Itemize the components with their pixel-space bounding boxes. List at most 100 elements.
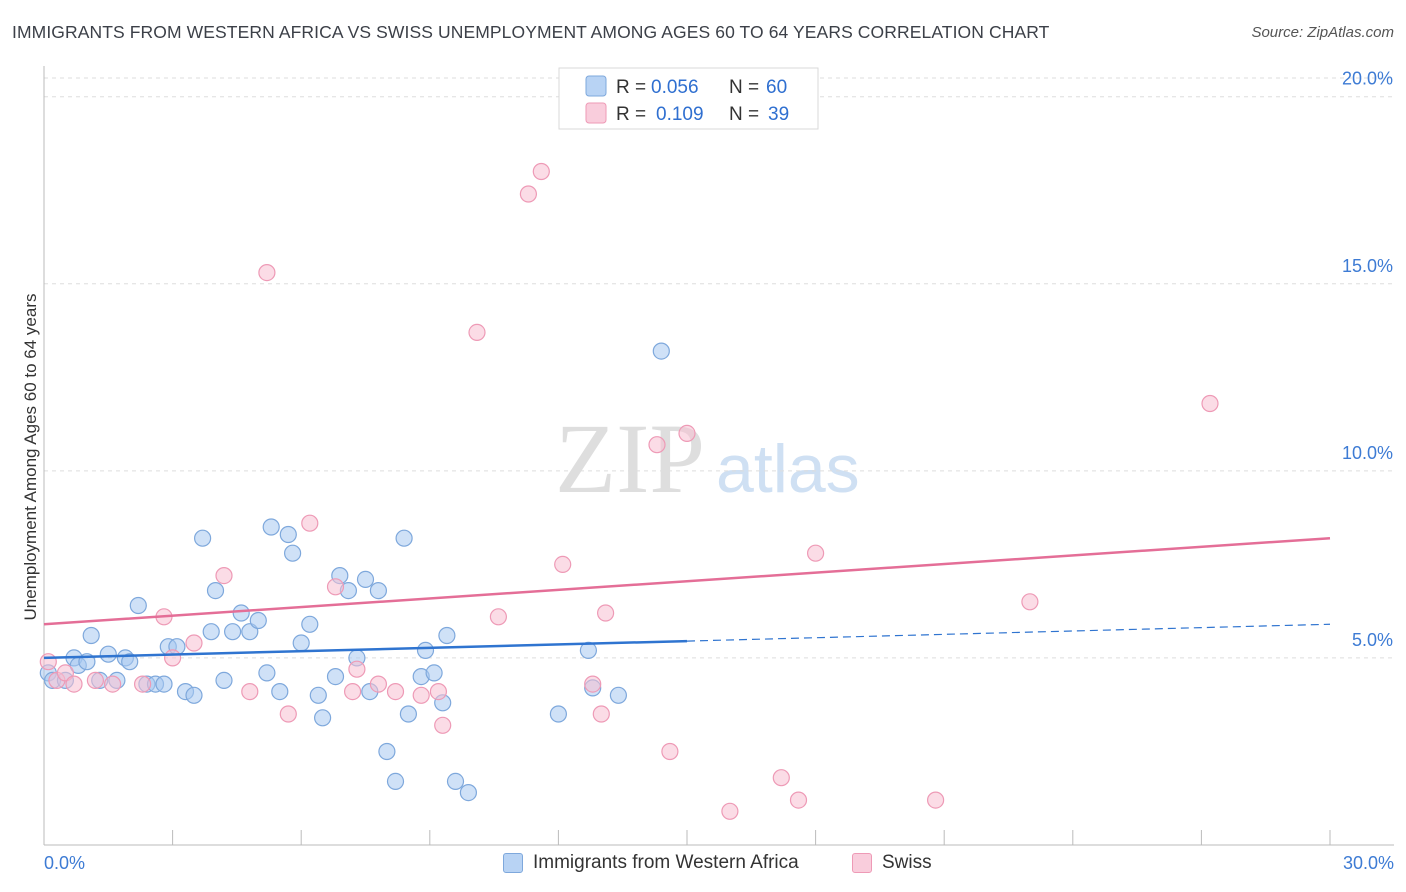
trend-line-western-africa [43, 639, 688, 660]
point-swiss [926, 791, 945, 809]
point-swiss [661, 742, 679, 761]
point-western-africa [326, 667, 345, 686]
point-swiss [86, 671, 105, 690]
point-swiss [584, 675, 602, 693]
legend-swatch-western-africa [503, 853, 523, 873]
point-swiss [258, 264, 276, 282]
point-swiss [348, 660, 366, 678]
point-western-africa [292, 634, 310, 652]
point-western-africa [356, 570, 375, 589]
legend-swatch-swiss [852, 853, 872, 873]
point-western-africa [314, 709, 332, 727]
point-western-africa [425, 664, 443, 682]
series-legend: Immigrants from Western Africa Swiss [0, 852, 1406, 878]
grid-lines [44, 77, 1394, 659]
point-swiss [648, 436, 666, 454]
data-points [39, 162, 1219, 820]
point-swiss [721, 802, 739, 820]
point-western-africa [121, 653, 139, 671]
point-western-africa [395, 529, 413, 547]
point-western-africa [279, 525, 297, 544]
point-western-africa [262, 518, 280, 536]
legend-n-label-2: N = [729, 104, 759, 125]
point-swiss [279, 705, 297, 723]
point-swiss [326, 578, 345, 596]
point-swiss [532, 162, 550, 181]
point-western-africa [185, 686, 203, 704]
legend-r-label-1: R = [616, 77, 646, 98]
legend-n-value-2: 39 [768, 104, 789, 125]
trend-lines [43, 536, 1331, 660]
point-swiss [592, 705, 610, 723]
point-western-africa [579, 641, 598, 660]
point-swiss [386, 682, 405, 701]
point-western-africa [609, 686, 628, 704]
point-western-africa [215, 671, 233, 690]
point-swiss [344, 682, 362, 701]
point-western-africa [271, 682, 289, 701]
point-swiss [369, 675, 387, 693]
point-swiss [215, 566, 233, 585]
point-swiss [429, 682, 447, 701]
y-tick-label: 20.0% [1342, 69, 1393, 89]
legend-label-western-africa: Immigrants from Western Africa [533, 852, 799, 873]
point-swiss [489, 608, 507, 626]
legend-n-value-1: 60 [766, 77, 787, 98]
axes [43, 66, 1394, 846]
point-western-africa [194, 529, 212, 547]
point-western-africa [202, 623, 220, 641]
point-swiss [772, 769, 790, 787]
trend-line-swiss [43, 536, 1331, 626]
point-western-africa [378, 742, 396, 761]
legend-swatch-blue [585, 75, 607, 97]
source-label: Source: ZipAtlas.com [1251, 24, 1394, 41]
point-swiss [554, 555, 572, 574]
legend-swatch-pink [585, 102, 607, 124]
point-swiss [806, 544, 825, 562]
point-swiss [468, 323, 486, 341]
point-western-africa [309, 686, 327, 704]
point-swiss [412, 686, 430, 704]
point-swiss [39, 653, 57, 671]
chart-title: IMMIGRANTS FROM WESTERN AFRICA VS SWISS … [12, 22, 1050, 42]
point-western-africa [369, 581, 387, 600]
point-western-africa [206, 581, 225, 600]
point-western-africa [386, 772, 405, 791]
point-swiss [678, 424, 696, 442]
stats-legend: R = 0.056 N = 60 R = 0.109 N = 39 [558, 67, 819, 130]
point-swiss [134, 675, 152, 693]
legend-item-swiss: Swiss [852, 852, 932, 874]
point-swiss [1201, 394, 1219, 413]
point-western-africa [258, 664, 276, 682]
watermark-atlas: atlas [716, 431, 860, 507]
y-tick-label: 5.0% [1352, 630, 1393, 650]
point-swiss [185, 634, 203, 652]
point-swiss [596, 604, 615, 622]
point-western-africa [99, 645, 117, 663]
point-swiss [103, 675, 122, 693]
y-tick-label: 10.0% [1342, 443, 1393, 463]
point-western-africa [399, 705, 417, 723]
point-western-africa [232, 604, 250, 622]
point-western-africa [459, 783, 477, 802]
point-swiss [1021, 593, 1039, 611]
legend-item-western-africa: Immigrants from Western Africa [503, 852, 799, 874]
y-axis-label: Unemployment Among Ages 60 to 64 years [21, 294, 40, 621]
legend-r-value-1: 0.056 [651, 77, 699, 98]
point-western-africa [446, 772, 465, 791]
legend-n-label-1: N = [729, 77, 759, 98]
point-western-africa [284, 544, 302, 562]
point-western-africa [416, 641, 435, 660]
point-swiss [301, 514, 319, 532]
y-tick-label: 15.0% [1342, 256, 1393, 276]
x-tick-label-min: 0.0% [44, 853, 85, 873]
trend-line-western-africa-dashed [686, 623, 1331, 642]
y-tick-labels: 5.0% 10.0% 15.0% 20.0% [1342, 69, 1393, 650]
point-western-africa [224, 623, 242, 641]
point-swiss [434, 716, 452, 734]
point-swiss [241, 682, 259, 701]
legend-label-swiss: Swiss [882, 852, 932, 873]
point-western-africa [155, 675, 173, 693]
point-swiss [164, 649, 182, 667]
